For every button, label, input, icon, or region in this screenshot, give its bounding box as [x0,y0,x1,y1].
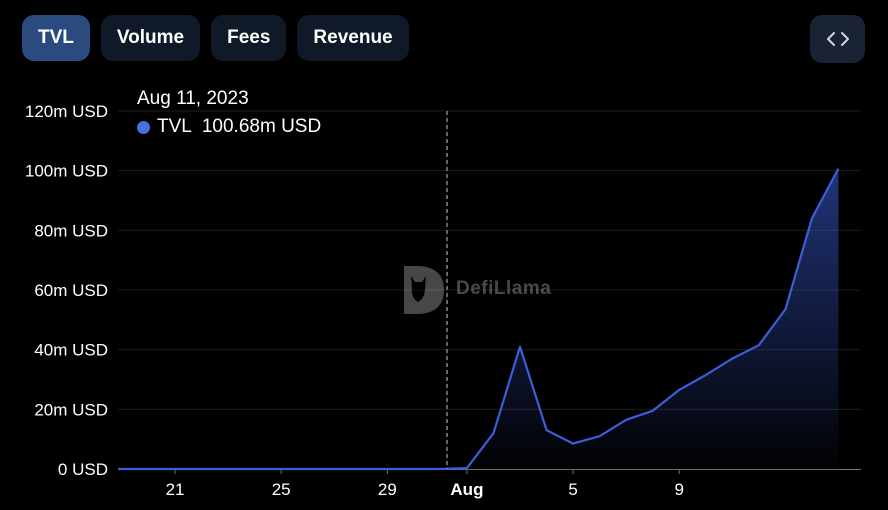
y-tick-label: 20m USD [34,400,108,419]
y-tick-label: 120m USD [25,102,108,121]
x-tick-label: 21 [166,480,185,499]
y-tick-label: 0 USD [58,460,108,479]
y-tick-label: 100m USD [25,162,108,181]
tab-tvl[interactable]: TVL [22,15,90,61]
tab-revenue[interactable]: Revenue [297,15,409,61]
x-tick-label: 9 [674,480,683,499]
y-tick-label: 40m USD [34,341,108,360]
x-tick-label: 29 [378,480,397,499]
tvl-line [118,168,840,471]
llama-logo-icon [404,266,444,314]
tooltip-row: TVL 100.68m USD [137,115,321,139]
chart-tooltip: Aug 11, 2023 TVL 100.68m USD [137,87,321,139]
x-tick-label: 5 [568,480,577,499]
tvl-area [118,168,839,469]
embed-button[interactable] [810,15,865,63]
tooltip-series: TVL [157,116,192,137]
tooltip-date: Aug 11, 2023 [137,88,249,109]
watermark-text: DefiLlama [456,278,552,299]
watermark: DefiLlama [398,262,551,316]
tooltip-value: 100.68m USD [201,116,322,137]
series-dot [137,120,150,134]
x-tick-label: Aug [450,480,483,499]
code-brackets-icon [826,32,849,46]
tab-volume[interactable]: Volume [100,15,201,61]
x-tick-label: 25 [272,480,291,499]
tab-fees[interactable]: Fees [211,15,287,61]
y-tick-label: 80m USD [34,221,108,240]
metric-tabs: TVL Volume Fees Revenue [22,15,409,61]
y-tick-label: 60m USD [34,281,108,300]
